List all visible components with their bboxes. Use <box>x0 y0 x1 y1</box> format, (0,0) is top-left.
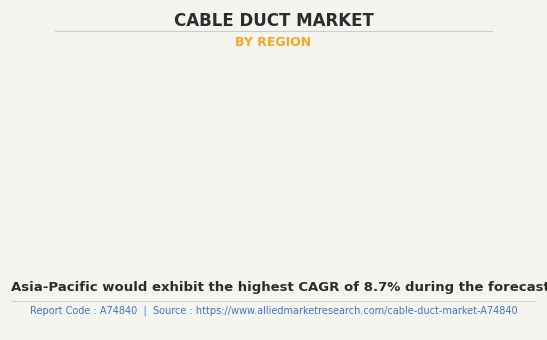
Text: Asia-Pacific would exhibit the highest CAGR of 8.7% during the forecast period o: Asia-Pacific would exhibit the highest C… <box>11 280 547 293</box>
Text: BY REGION: BY REGION <box>235 36 312 49</box>
Text: CABLE DUCT MARKET: CABLE DUCT MARKET <box>173 12 374 30</box>
Text: Report Code : A74840  |  Source : https://www.alliedmarketresearch.com/cable-duc: Report Code : A74840 | Source : https://… <box>30 306 517 317</box>
